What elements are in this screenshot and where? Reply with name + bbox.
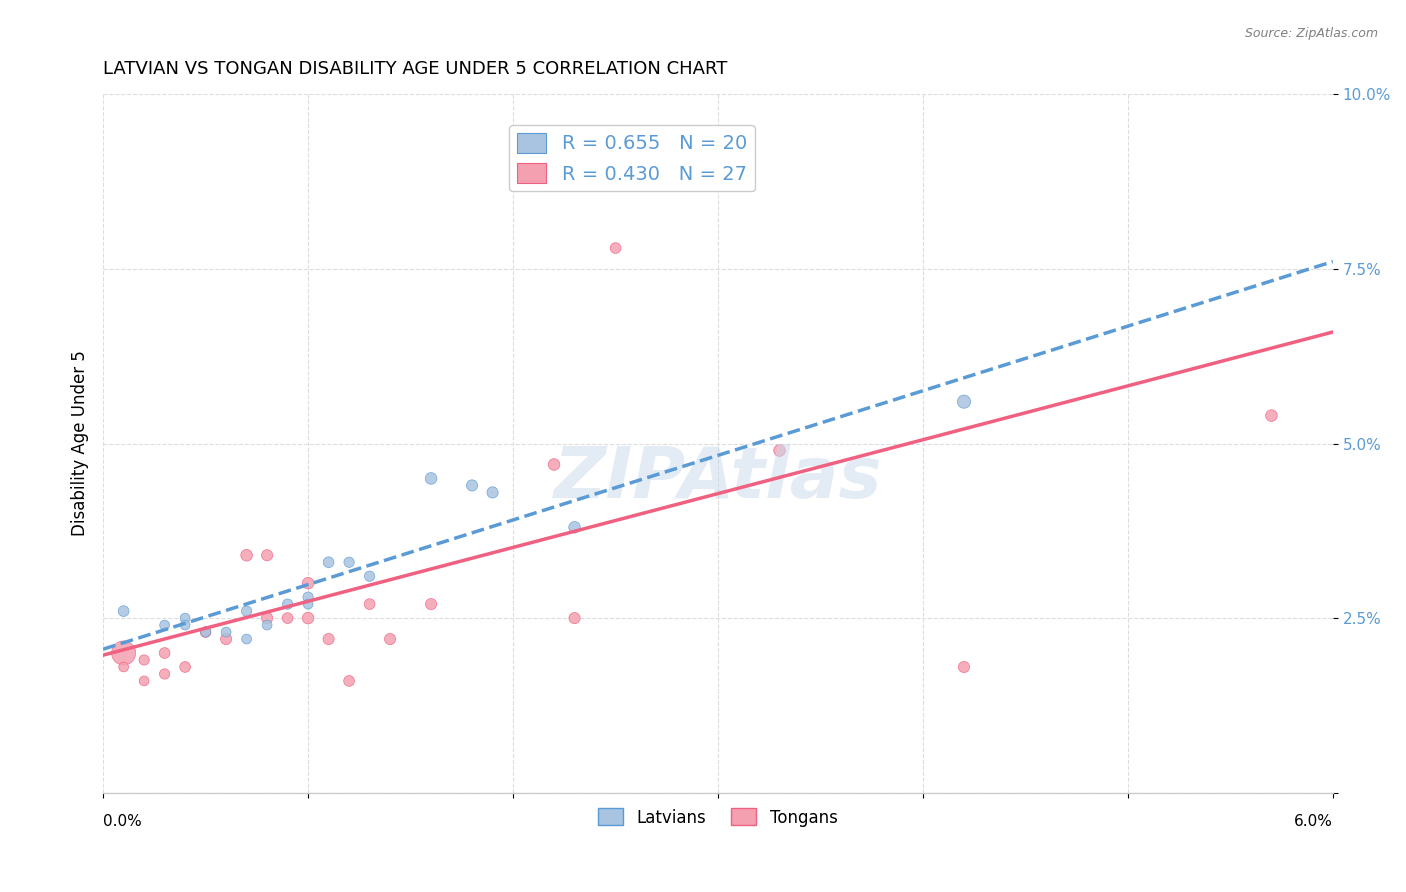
Point: [768, 443, 790, 458]
Point: [297, 611, 319, 625]
Point: [235, 548, 257, 562]
Point: [215, 632, 238, 646]
Point: [318, 555, 340, 569]
Point: [953, 394, 976, 409]
Point: [153, 646, 176, 660]
Point: [605, 241, 627, 255]
Point: [174, 611, 197, 625]
Point: [1260, 409, 1282, 423]
Point: [112, 604, 135, 618]
Point: [564, 611, 586, 625]
Point: [194, 625, 217, 640]
Point: [194, 625, 217, 640]
Point: [378, 632, 401, 646]
Point: [235, 632, 257, 646]
Point: [420, 471, 443, 485]
Point: [481, 485, 503, 500]
Point: [297, 576, 319, 591]
Legend: Latvians, Tongans: Latvians, Tongans: [592, 802, 845, 833]
Point: [256, 611, 278, 625]
Point: [174, 660, 197, 674]
Point: [297, 597, 319, 611]
Point: [420, 597, 443, 611]
Point: [153, 618, 176, 632]
Point: [134, 673, 156, 688]
Point: [112, 660, 135, 674]
Text: 6.0%: 6.0%: [1294, 814, 1333, 829]
Point: [215, 625, 238, 640]
Point: [112, 646, 135, 660]
Point: [666, 157, 689, 171]
Point: [318, 632, 340, 646]
Text: ZIPAtlas: ZIPAtlas: [554, 444, 883, 513]
Text: 0.0%: 0.0%: [103, 814, 142, 829]
Point: [337, 555, 360, 569]
Point: [174, 618, 197, 632]
Point: [277, 611, 299, 625]
Text: Source: ZipAtlas.com: Source: ZipAtlas.com: [1244, 27, 1378, 40]
Point: [543, 458, 565, 472]
Point: [297, 590, 319, 604]
Point: [134, 653, 156, 667]
Point: [359, 569, 381, 583]
Text: LATVIAN VS TONGAN DISABILITY AGE UNDER 5 CORRELATION CHART: LATVIAN VS TONGAN DISABILITY AGE UNDER 5…: [103, 60, 727, 78]
Point: [564, 520, 586, 534]
Point: [337, 673, 360, 688]
Y-axis label: Disability Age Under 5: Disability Age Under 5: [72, 351, 89, 536]
Point: [953, 660, 976, 674]
Point: [359, 597, 381, 611]
Point: [277, 597, 299, 611]
Point: [256, 548, 278, 562]
Point: [256, 618, 278, 632]
Point: [461, 478, 484, 492]
Point: [153, 667, 176, 681]
Point: [235, 604, 257, 618]
